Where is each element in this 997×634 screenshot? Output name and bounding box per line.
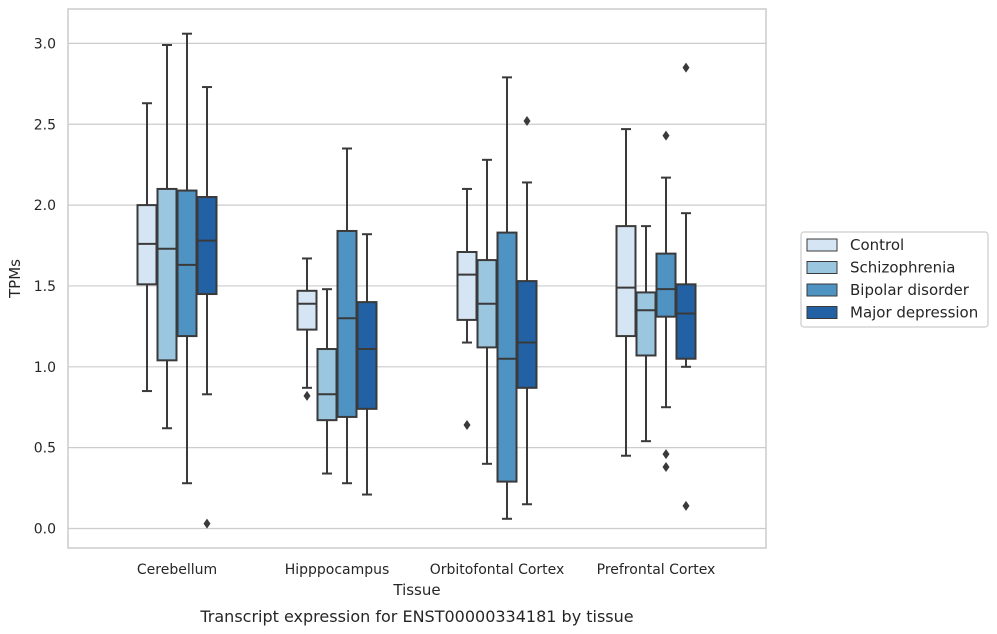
outlier-point	[203, 518, 211, 529]
outlier-point	[303, 390, 311, 401]
x-tick-label: Prefrontal Cortex	[597, 562, 716, 578]
y-tick-label: 1.0	[34, 360, 56, 376]
box	[196, 196, 218, 296]
box	[296, 289, 318, 331]
x-tick-label: Cerebellum	[137, 562, 217, 578]
x-axis-label: Tissue	[392, 581, 440, 599]
legend-frame	[800, 231, 989, 328]
y-tick-label: 0.5	[34, 441, 56, 457]
box	[496, 231, 518, 483]
legend-label: Major depression	[850, 304, 978, 322]
series-major-depression	[196, 62, 697, 529]
box	[156, 187, 178, 362]
box	[356, 301, 378, 410]
box	[615, 225, 637, 338]
y-axis-label: TPMs	[6, 259, 24, 299]
legend-swatch	[806, 306, 838, 319]
x-tick-label: Hipppocampus	[285, 562, 390, 578]
plot-frame	[67, 8, 767, 549]
legend-label: Schizophrenia	[850, 259, 955, 277]
series-bipolar-disorder	[176, 32, 677, 520]
outlier-point	[682, 62, 690, 73]
box	[176, 189, 198, 338]
legend-label: Bipolar disorder	[850, 281, 970, 299]
legend-swatch	[806, 283, 838, 297]
outlier-point	[662, 462, 670, 473]
y-tick-label: 2.5	[34, 117, 56, 133]
x-axis-ticks: Cerebellum Hipppocampus Orbitofontal Corte…	[137, 562, 715, 578]
box-plot-marks	[136, 32, 697, 529]
box	[336, 229, 358, 418]
box	[516, 280, 538, 389]
outlier-point	[662, 449, 670, 460]
legend: Control Schizophrenia Bipolar disorder Majo…	[800, 231, 989, 328]
y-tick-label: 3.0	[34, 36, 56, 52]
legend-swatch	[806, 238, 838, 252]
box	[655, 252, 677, 318]
outlier-point	[523, 116, 531, 127]
box	[456, 250, 478, 321]
box	[635, 291, 657, 357]
series-schizophrenia	[156, 44, 657, 475]
y-tick-label: 0.0	[34, 522, 56, 538]
series-control	[136, 102, 637, 457]
box	[675, 283, 697, 360]
y-axis-ticks: 0.0 0.5 1.0 1.5 2.0 2.5 3.0	[34, 36, 56, 537]
legend-swatch	[806, 261, 838, 274]
y-tick-label: 1.5	[34, 279, 56, 295]
chart-caption: Transcript expression for ENST0000033418…	[199, 607, 633, 626]
outlier-point	[682, 500, 690, 511]
outlier-point	[463, 420, 471, 431]
y-tick-label: 2.0	[34, 198, 56, 214]
outlier-point	[662, 130, 670, 141]
x-tick-label: Orbitofontal Cortex	[430, 562, 565, 578]
box	[316, 348, 338, 422]
legend-label: Control	[850, 236, 904, 254]
